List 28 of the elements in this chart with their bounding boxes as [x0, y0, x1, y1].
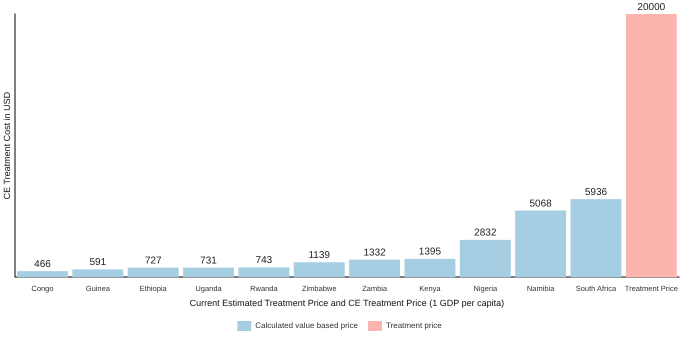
bar	[183, 268, 234, 278]
data-label: 727	[144, 255, 162, 266]
bar	[238, 267, 290, 278]
data-label: 466	[34, 258, 52, 270]
bar	[460, 240, 511, 278]
bar	[515, 210, 566, 278]
x-axis-title: Current Estimated Treatment Price and CE Treatment Price (1 GDP per capita)	[190, 298, 504, 308]
data-label: 743	[256, 255, 273, 266]
data-label: 5936	[584, 186, 608, 198]
y-axis-title: CE Treatment Cost in USD	[2, 91, 12, 200]
legend-label: Calculated value based price	[255, 321, 359, 330]
bar	[349, 260, 400, 278]
bar	[404, 258, 456, 278]
data-label: 5068	[530, 198, 552, 210]
bar	[294, 262, 345, 278]
data-label: 1332	[363, 247, 386, 258]
data-label: 731	[200, 255, 218, 266]
data-label: 1139	[308, 250, 330, 261]
data-label: 20000	[637, 2, 666, 13]
bar	[570, 199, 622, 278]
bar	[626, 14, 677, 278]
bar	[17, 271, 68, 278]
bar	[72, 269, 124, 278]
data-label: 2832	[474, 228, 497, 239]
bar	[128, 268, 179, 278]
data-label: 1395	[418, 246, 442, 258]
legend-label: Treatment price	[386, 321, 442, 330]
data-label: 591	[89, 257, 107, 268]
